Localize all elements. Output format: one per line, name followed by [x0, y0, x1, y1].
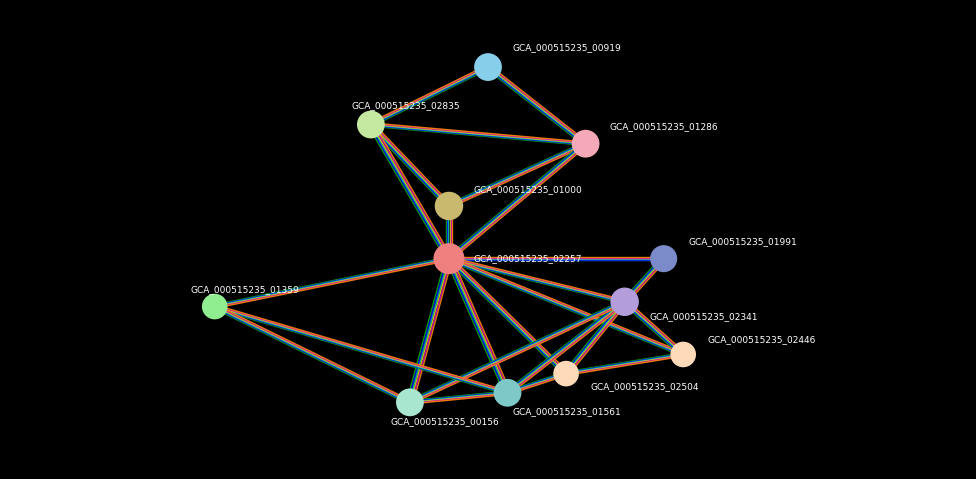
Text: GCA_000515235_02446: GCA_000515235_02446 [708, 335, 816, 343]
Point [480, 63, 496, 71]
Point [675, 351, 691, 358]
Text: GCA_000515235_02504: GCA_000515235_02504 [590, 383, 699, 391]
Text: GCA_000515235_01359: GCA_000515235_01359 [190, 285, 299, 294]
Point [402, 399, 418, 406]
Text: GCA_000515235_01000: GCA_000515235_01000 [473, 185, 582, 194]
Point [617, 298, 632, 306]
Point [207, 303, 223, 310]
Point [500, 389, 515, 397]
Point [656, 255, 671, 262]
Text: GCA_000515235_01561: GCA_000515235_01561 [512, 408, 621, 416]
Text: GCA_000515235_01991: GCA_000515235_01991 [688, 238, 796, 246]
Point [578, 140, 593, 148]
Point [441, 255, 457, 262]
Text: GCA_000515235_01286: GCA_000515235_01286 [610, 123, 718, 131]
Point [558, 370, 574, 377]
Text: GCA_000515235_02835: GCA_000515235_02835 [351, 101, 460, 110]
Text: GCA_000515235_02341: GCA_000515235_02341 [649, 312, 757, 320]
Text: GCA_000515235_00919: GCA_000515235_00919 [512, 44, 621, 52]
Point [363, 121, 379, 128]
Text: GCA_000515235_00156: GCA_000515235_00156 [390, 417, 499, 426]
Text: GCA_000515235_02257: GCA_000515235_02257 [473, 254, 582, 263]
Point [441, 202, 457, 210]
